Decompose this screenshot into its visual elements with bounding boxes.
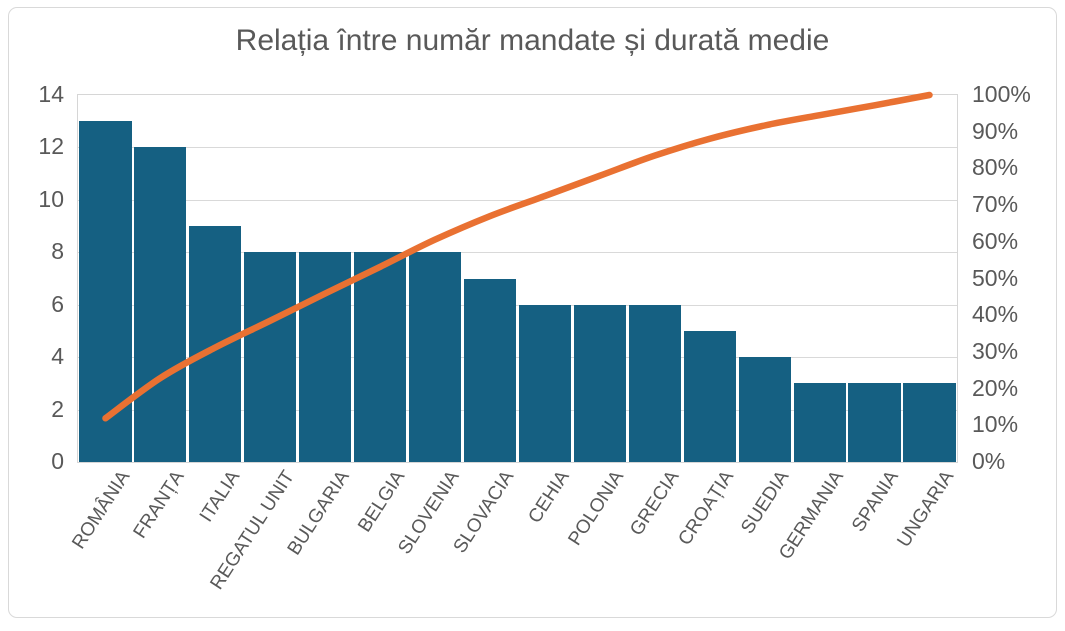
gridline <box>78 304 957 306</box>
bar-belgia <box>354 252 407 462</box>
cumulative-line-layer <box>102 91 933 422</box>
bar-spania <box>848 383 901 462</box>
left-axis-tick: 4 <box>51 343 64 370</box>
chart-title: Relația între număr mandate și durată me… <box>235 24 830 57</box>
left-axis-tick: 2 <box>51 395 64 422</box>
left-axis-tick: 14 <box>38 81 64 107</box>
bar-regatul-unit <box>244 252 297 462</box>
plot-area <box>77 91 958 463</box>
gridline <box>78 357 957 359</box>
gridline <box>78 409 957 411</box>
left-axis-tick: 6 <box>51 290 64 317</box>
left-axis-tick: 10 <box>38 185 64 212</box>
right-axis-tick: 20% <box>972 374 1019 401</box>
right-axis-tick: 0% <box>972 448 1006 474</box>
right-axis-tick: 30% <box>972 337 1019 364</box>
bar-germania <box>793 383 846 462</box>
right-axis-tick: 60% <box>972 227 1019 254</box>
bar-polonia <box>573 304 626 462</box>
left-axis-tick: 8 <box>51 238 64 265</box>
bar-grecia <box>628 304 681 462</box>
right-axis-tick: 70% <box>972 191 1019 218</box>
right-axis-tick: 80% <box>972 154 1019 181</box>
right-axis-tick: 50% <box>972 264 1019 291</box>
bar-franta <box>134 147 187 462</box>
bar-ungaria <box>903 383 956 462</box>
left-axis-tick: 0 <box>51 448 64 474</box>
bar-slovacia <box>463 278 517 462</box>
right-axis-tick: 100% <box>972 81 1031 107</box>
left-axis-tick: 12 <box>38 133 64 160</box>
bar-cehia <box>518 304 572 462</box>
cumulative-line <box>102 91 933 422</box>
gridline <box>78 199 957 201</box>
bar-slovenia <box>408 252 462 462</box>
gridline <box>78 252 957 254</box>
right-axis-tick: 40% <box>972 301 1019 328</box>
right-axis-tick: 90% <box>972 117 1019 144</box>
bar-suedia <box>738 357 791 462</box>
right-axis-tick: 10% <box>972 411 1019 438</box>
gridline <box>78 147 957 149</box>
bar-croatia <box>683 330 736 462</box>
